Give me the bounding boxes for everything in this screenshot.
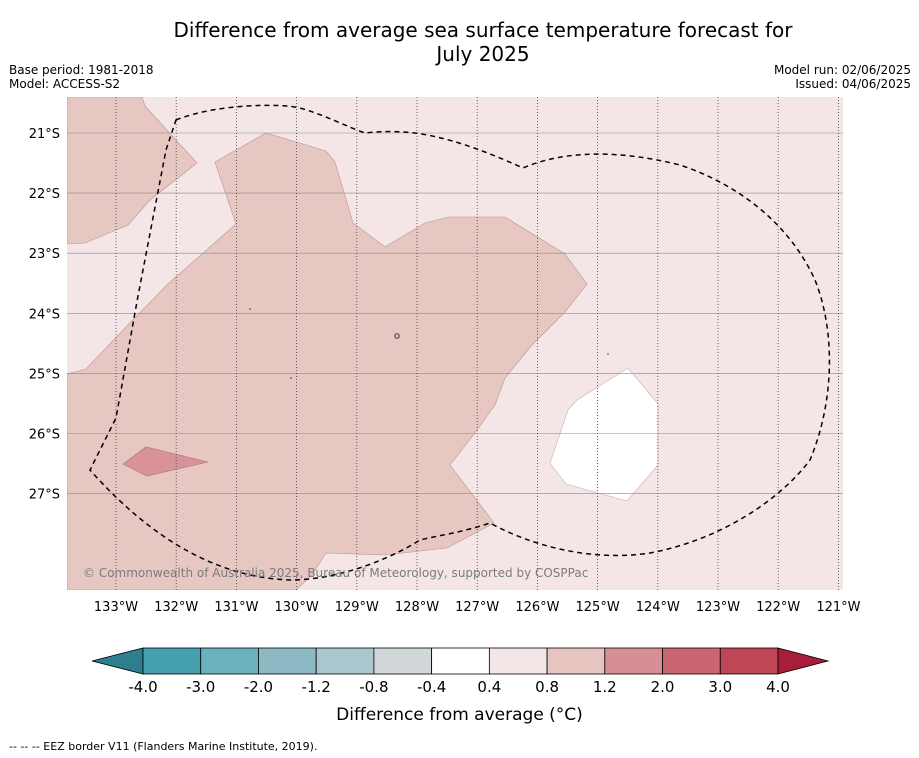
title-line-2: July 2025	[436, 42, 530, 66]
island-dot	[249, 308, 251, 310]
longitude-label: 133°W	[94, 600, 138, 615]
longitude-label: 127°W	[455, 600, 499, 615]
map-panel: © Commonwealth of Australia 2025, Bureau…	[67, 97, 843, 590]
meta-left: Base period: 1981-2018 Model: ACCESS-S2	[9, 63, 154, 91]
base-period: Base period: 1981-2018	[9, 63, 154, 77]
colorbar-tick-label: -3.0	[186, 678, 215, 696]
colorbar-segment	[142, 647, 202, 675]
longitude-label: 124°W	[636, 600, 680, 615]
title-line-1: Difference from average sea surface temp…	[173, 18, 793, 42]
colorbar-title: Difference from average (°C)	[336, 705, 583, 725]
colorbar-tick-label: 0.8	[535, 678, 559, 696]
latitude-label: 21°S	[29, 127, 60, 142]
colorbar-tick-label: -0.4	[417, 678, 446, 696]
issued-date: Issued: 04/06/2025	[795, 77, 911, 91]
island-dot	[607, 353, 609, 355]
colorbar-tick-label: 3.0	[708, 678, 732, 696]
latitude-label: 23°S	[29, 247, 60, 262]
colorbar-segment	[373, 647, 433, 675]
colorbar-segment	[604, 647, 663, 675]
longitude-label: 131°W	[214, 600, 258, 615]
longitude-label: 132°W	[154, 600, 198, 615]
longitude-label: 129°W	[335, 600, 379, 615]
longitude-label: 122°W	[756, 600, 800, 615]
colorbar-extend-low	[91, 647, 144, 675]
graticule	[67, 97, 843, 590]
colorbar-tick-label: -0.8	[359, 678, 388, 696]
latitude-label: 24°S	[29, 307, 60, 322]
longitude-labels: 133°W 132°W 131°W 130°W 129°W 128°W 127°W 126°W…	[94, 600, 861, 615]
longitude-label: 125°W	[576, 600, 620, 615]
latitude-label: 22°S	[29, 187, 60, 202]
colorbar-tick-label: -1.2	[302, 678, 331, 696]
longitude-label: 121°W	[816, 600, 860, 615]
colorbar-tick-label: -2.0	[244, 678, 273, 696]
eez-footnote: -- -- -- EEZ border V11 (Flanders Marine…	[9, 740, 318, 753]
latitude-labels: 21°S 22°S 23°S 24°S 25°S 26°S 27°S	[29, 127, 60, 503]
colorbar-segment	[719, 647, 779, 675]
map-title: Difference from average sea surface temp…	[0, 18, 919, 66]
latitude-label: 27°S	[29, 488, 60, 503]
colorbar-segment	[258, 647, 317, 675]
colorbar-tick-label: -4.0	[128, 678, 157, 696]
colorbar-segment	[315, 647, 375, 675]
colorbar: -4.0 -3.0 -2.0 -1.2 -0.8 -0.4 0.4 0.8 1.2 2.0 3.0 4…	[91, 647, 830, 696]
colorbar-tick-label: 4.0	[766, 678, 790, 696]
colorbar-segment	[662, 647, 721, 675]
longitude-label: 123°W	[696, 600, 740, 615]
model-name: Model: ACCESS-S2	[9, 77, 121, 91]
colorbar-tick-label: 0.4	[477, 678, 501, 696]
colorbar-segment	[546, 647, 606, 675]
anomaly-region-1.2-2.0	[122, 446, 209, 477]
meta-right: Model run: 02/06/2025 Issued: 04/06/2025	[774, 63, 911, 91]
latitude-label: 26°S	[29, 428, 60, 443]
island-dot	[290, 377, 292, 379]
longitude-label: 130°W	[275, 600, 319, 615]
island-dot	[394, 333, 400, 339]
anomaly-region-0.8-1.2-main	[67, 132, 588, 590]
model-run: Model run: 02/06/2025	[773, 63, 911, 77]
colorbar-tick-label: 1.2	[593, 678, 617, 696]
eez-border	[89, 104, 831, 581]
longitude-label: 126°W	[515, 600, 559, 615]
colorbar-segment	[431, 647, 490, 675]
latitude-label: 25°S	[29, 367, 60, 382]
colorbar-tick-label: 2.0	[651, 678, 675, 696]
colorbar-extend-high	[777, 647, 830, 675]
longitude-label: 128°W	[395, 600, 439, 615]
anomaly-region-0.8-1.2-topleft	[67, 97, 198, 245]
copyright-text: © Commonwealth of Australia 2025, Bureau…	[83, 566, 588, 580]
colorbar-segment	[488, 647, 548, 675]
colorbar-segment	[200, 647, 259, 675]
